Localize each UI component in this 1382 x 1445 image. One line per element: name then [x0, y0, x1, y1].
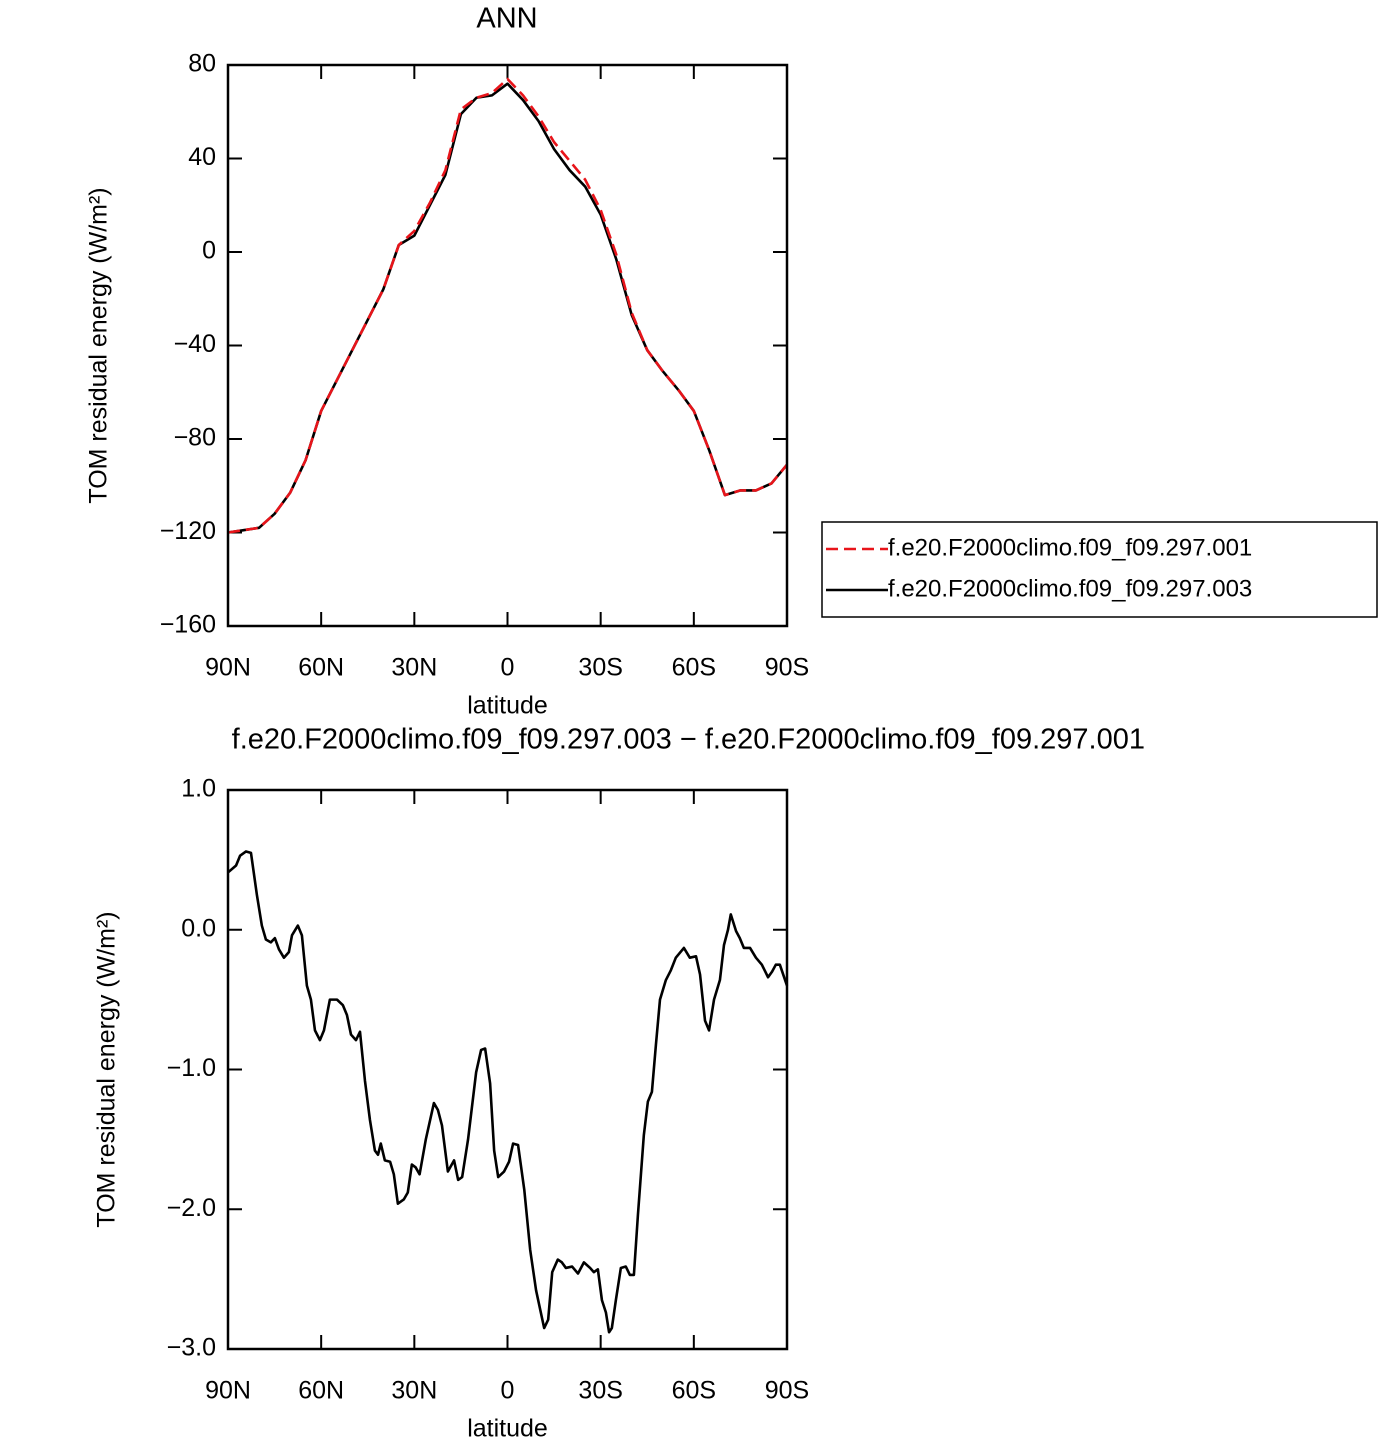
y-tick-label: −1.0 [167, 1054, 216, 1082]
y-tick-label: 0 [202, 237, 216, 265]
y-tick-label: 1.0 [181, 775, 216, 803]
x-tick-label: 0 [501, 1377, 515, 1405]
y-tick-label: 0.0 [181, 914, 216, 942]
x-tick-label: 30N [391, 654, 437, 682]
y-tick-label: 40 [188, 143, 216, 171]
x-tick-label: 30S [578, 654, 622, 682]
x-tick-label: 60S [672, 1377, 716, 1405]
x-tick-label: 60N [298, 654, 344, 682]
legend-label: f.e20.F2000climo.f09_f09.297.003 [888, 575, 1252, 602]
chart-title: f.e20.F2000climo.f09_f09.297.003 − f.e20… [232, 724, 1145, 756]
y-tick-label: −2.0 [167, 1194, 216, 1222]
y-tick-label: −40 [174, 330, 216, 358]
legend-label: f.e20.F2000climo.f09_f09.297.001 [888, 534, 1252, 561]
y-tick-label: 80 [188, 50, 216, 78]
plot-frame [226, 63, 789, 628]
x-tick-label: 90S [765, 1377, 809, 1405]
y-axis-title: TOM residual energy (W/m²) [85, 187, 113, 503]
x-tick-label: 30N [391, 1377, 437, 1405]
plot-frame [226, 788, 789, 1351]
y-axis-title: TOM residual energy (W/m²) [93, 911, 121, 1227]
data-line [227, 82, 789, 534]
data-line [227, 850, 789, 1334]
x-tick-label: 60N [298, 1377, 344, 1405]
legend-box [821, 521, 1378, 618]
data-line [227, 77, 789, 534]
x-tick-label: 90N [205, 654, 251, 682]
x-tick-label: 0 [501, 654, 515, 682]
x-axis-title: latitude [467, 692, 548, 720]
y-tick-label: −120 [160, 517, 216, 545]
y-tick-label: −80 [174, 424, 216, 452]
x-axis-title: latitude [467, 1415, 548, 1443]
y-tick-label: −3.0 [167, 1334, 216, 1362]
x-tick-label: 90S [765, 654, 809, 682]
x-tick-label: 60S [672, 654, 716, 682]
chart-title: ANN [476, 3, 537, 35]
x-tick-label: 90N [205, 1377, 251, 1405]
x-tick-label: 30S [578, 1377, 622, 1405]
y-tick-label: −160 [160, 611, 216, 639]
